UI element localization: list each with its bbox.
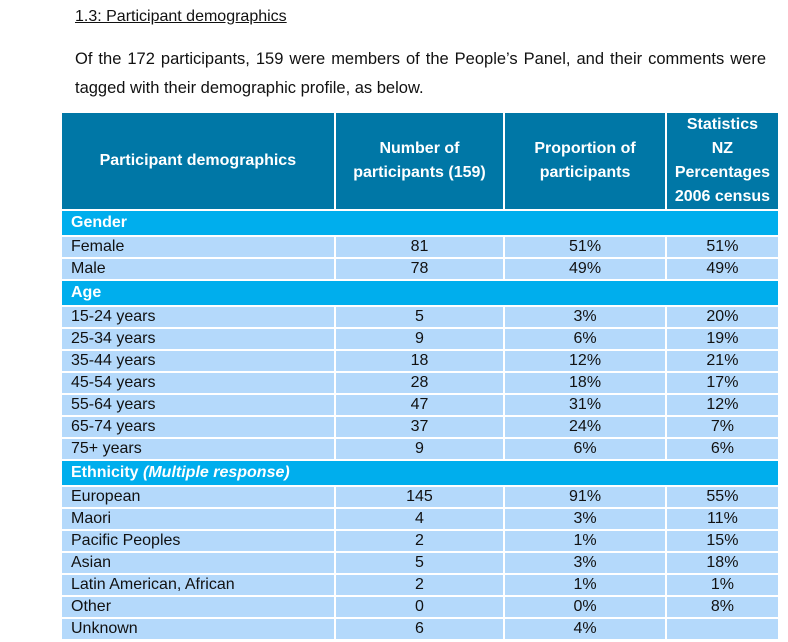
row-proportion: 3% [503,305,666,328]
row-label: Latin American, African [62,573,335,596]
table-row: 35-44 years 18 12% 21% [62,349,778,372]
row-census: 51% [664,235,778,258]
row-proportion: 6% [503,437,666,460]
section-label: Gender [62,209,778,236]
row-label: 55-64 years [62,393,335,416]
row-label: Asian [62,551,335,574]
row-proportion: 0% [503,595,666,618]
row-label: 65-74 years [62,415,335,438]
row-count: 9 [333,437,505,460]
row-label: Maori [62,507,335,530]
row-label: 45-54 years [62,371,335,394]
table-row: Asian 5 3% 18% [62,551,778,574]
table-row: 75+ years 9 6% 6% [62,437,778,460]
row-count: 37 [333,415,505,438]
table-header: Participant demographics Number of parti… [62,113,778,210]
section-name: Ethnicity [71,464,139,481]
row-proportion: 1% [503,529,666,552]
row-count: 4 [333,507,505,530]
table-row: Latin American, African 2 1% 1% [62,573,778,596]
row-census: 7% [664,415,778,438]
row-census: 18% [664,551,778,574]
table-row: 25-34 years 9 6% 19% [62,327,778,350]
row-proportion: 24% [503,415,666,438]
row-census: 15% [664,529,778,552]
table-row: Unknown 6 4% [62,617,778,639]
row-count: 47 [333,393,505,416]
row-count: 2 [333,529,505,552]
row-proportion: 3% [503,551,666,574]
row-census: 17% [664,371,778,394]
row-label: 25-34 years [62,327,335,350]
section-name: Age [71,284,102,301]
row-label: Unknown [62,617,335,639]
table-row: European 145 91% 55% [62,485,778,508]
row-census: 20% [664,305,778,328]
row-census [664,617,778,639]
row-label: Male [62,257,335,280]
section-label: Ethnicity (Multiple response) [62,459,778,486]
demographics-table: Participant demographics Number of parti… [62,113,778,639]
row-count: 0 [333,595,505,618]
table-row: Female 81 51% 51% [62,235,778,258]
table-row: Other 0 0% 8% [62,595,778,618]
table-row: Maori 4 3% 11% [62,507,778,530]
row-census: 19% [664,327,778,350]
table-row: Male 78 49% 49% [62,257,778,280]
row-count: 6 [333,617,505,639]
section-row: Ethnicity (Multiple response) [62,459,778,486]
row-count: 5 [333,551,505,574]
row-count: 2 [333,573,505,596]
intro-paragraph: Of the 172 participants, 159 were member… [75,50,766,97]
table-row: 65-74 years 37 24% 7% [62,415,778,438]
header-number: Number of participants (159) [333,113,505,210]
row-label: 35-44 years [62,349,335,372]
row-census: 12% [664,393,778,416]
row-label: Pacific Peoples [62,529,335,552]
row-label: European [62,485,335,508]
section-title: 1.3: Participant demographics [75,8,287,25]
row-count: 81 [333,235,505,258]
row-proportion: 18% [503,371,666,394]
row-count: 18 [333,349,505,372]
row-label: 75+ years [62,437,335,460]
section-row: Gender [62,209,778,236]
row-label: Female [62,235,335,258]
row-count: 78 [333,257,505,280]
row-proportion: 51% [503,235,666,258]
header-census: Statistics NZ Percentages 2006 census [664,113,778,210]
header-proportion: Proportion of participants [503,113,666,210]
row-proportion: 3% [503,507,666,530]
row-census: 49% [664,257,778,280]
row-proportion: 6% [503,327,666,350]
row-label: 15-24 years [62,305,335,328]
row-proportion: 4% [503,617,666,639]
section-row: Age [62,279,778,306]
row-proportion: 91% [503,485,666,508]
row-count: 28 [333,371,505,394]
section-note: (Multiple response) [143,464,290,481]
table-row: 55-64 years 47 31% 12% [62,393,778,416]
row-count: 9 [333,327,505,350]
section-label: Age [62,279,778,306]
row-count: 145 [333,485,505,508]
table-row: 15-24 years 5 3% 20% [62,305,778,328]
section-name: Gender [71,214,128,231]
row-proportion: 31% [503,393,666,416]
row-census: 1% [664,573,778,596]
header-demographics: Participant demographics [62,113,335,210]
row-proportion: 12% [503,349,666,372]
row-count: 5 [333,305,505,328]
row-census: 8% [664,595,778,618]
row-label: Other [62,595,335,618]
row-census: 21% [664,349,778,372]
table-row: 45-54 years 28 18% 17% [62,371,778,394]
row-proportion: 49% [503,257,666,280]
row-proportion: 1% [503,573,666,596]
row-census: 6% [664,437,778,460]
table-row: Pacific Peoples 2 1% 15% [62,529,778,552]
row-census: 11% [664,507,778,530]
row-census: 55% [664,485,778,508]
